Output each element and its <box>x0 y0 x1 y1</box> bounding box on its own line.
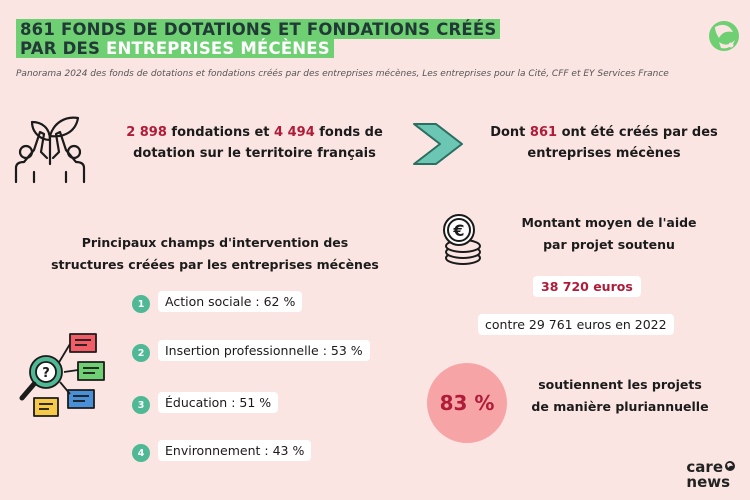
brand-line2: news <box>686 473 731 491</box>
field-item-4: Environnement : 43 % <box>158 440 312 461</box>
aid-heading: Montant moyen de l'aide par projet soute… <box>484 212 734 256</box>
aid-amount: 38 720 euros <box>533 276 641 297</box>
aid-heading-line1: Montant moyen de l'aide <box>521 215 697 230</box>
stat2-prefix: Dont <box>490 125 530 140</box>
field-item-2: Insertion professionnelle : 53 % <box>158 340 370 361</box>
field-number-2: 2 <box>132 344 150 362</box>
aid-heading-line2: par projet soutenu <box>543 237 675 252</box>
title-prefix: par des <box>20 39 106 58</box>
stat1-line2: dotation sur le territoire français <box>133 146 376 161</box>
fields-heading: Principaux champs d'intervention des str… <box>30 232 400 276</box>
field-number-1: 1 <box>132 295 150 313</box>
stat2-count: 861 <box>529 125 558 140</box>
stat2-line2: entreprises mécènes <box>527 146 681 161</box>
svg-text:?: ? <box>42 366 50 381</box>
brand-logo: care news <box>686 460 736 490</box>
logo-swirl-icon <box>709 21 739 51</box>
fondations-count: 2 898 <box>126 125 167 140</box>
field-number-3: 3 <box>132 396 150 414</box>
multiyear-percent: 83 % <box>427 363 507 443</box>
field-item-3: Éducation : 51 % <box>158 392 279 413</box>
svg-text:€: € <box>452 221 464 240</box>
aid-comparison: contre 29 761 euros en 2022 <box>478 314 674 335</box>
stat-created: Dont 861 ont été créés par des entrepris… <box>474 122 734 164</box>
fields-heading-line2: structures créées par les entreprises mé… <box>51 257 379 272</box>
page-title-line2: par des entreprises mécènes <box>16 38 334 58</box>
field-item-1: Action sociale : 62 % <box>158 291 303 312</box>
multiyear-line1: soutiennent les projets <box>538 377 702 392</box>
multiyear-line2: de manière pluriannuelle <box>531 399 709 414</box>
fonds-label: fonds de <box>314 125 383 140</box>
plant-hands-icon <box>14 116 86 184</box>
field-number-4: 4 <box>132 444 150 462</box>
chevron-arrow-icon <box>413 123 463 165</box>
brand-swirl-icon <box>725 461 735 471</box>
title-highlight: entreprises mécènes <box>106 39 330 58</box>
fields-heading-line1: Principaux champs d'intervention des <box>81 235 349 250</box>
stat2-suffix: ont été créés par des <box>557 125 718 140</box>
stat-fondations: 2 898 fondations et 4 494 fonds de dotat… <box>112 122 397 164</box>
source-caption: Panorama 2024 des fonds de dotations et … <box>16 69 669 79</box>
fonds-count: 4 494 <box>274 125 315 140</box>
magnifier-documents-icon: ? <box>19 333 105 417</box>
page-title-line1: 861 fonds de dotations et fondations cré… <box>16 19 501 39</box>
multiyear-text: soutiennent les projets de manière pluri… <box>510 374 730 418</box>
fondations-label: fondations et <box>166 125 275 140</box>
coins-euro-icon: € <box>443 214 481 265</box>
brand-line1: care <box>686 458 723 476</box>
